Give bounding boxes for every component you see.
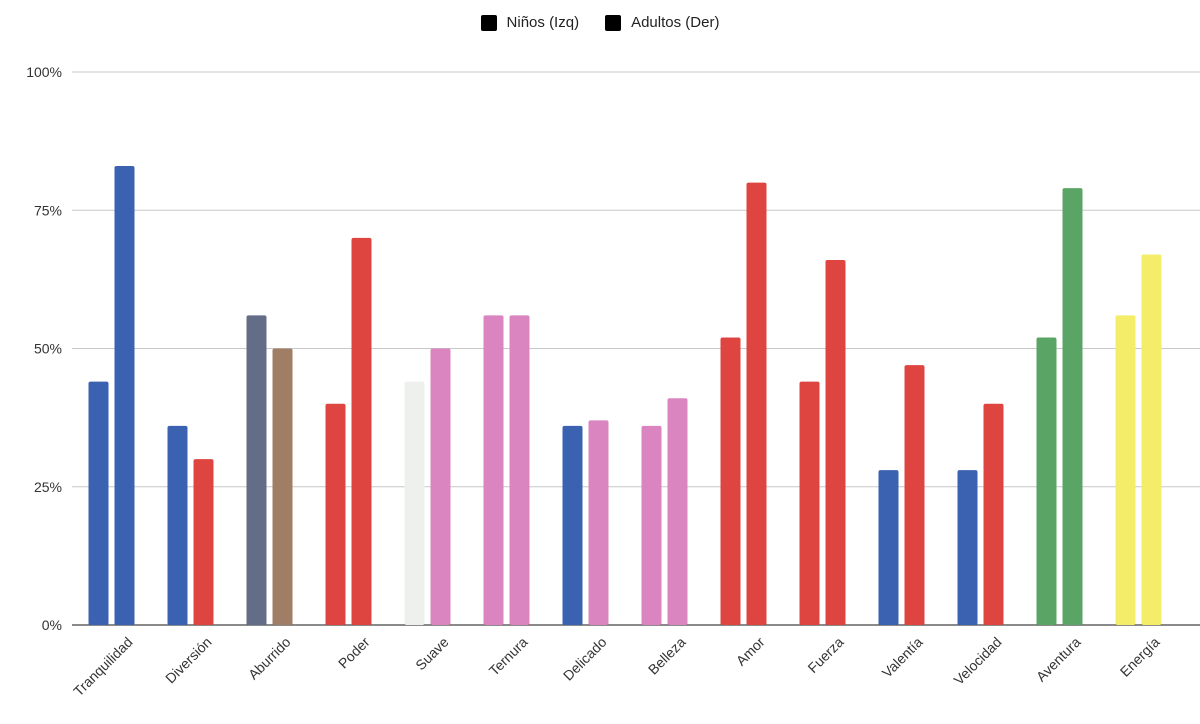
bar-ninos — [167, 425, 188, 625]
bar-adultos — [430, 348, 451, 625]
legend-label-ninos: Niños (Izq) — [506, 14, 580, 31]
bar-ninos — [562, 425, 583, 625]
x-tick-label: Aburrido — [245, 634, 294, 683]
x-tick-label: Fuerza — [804, 634, 846, 676]
bar-adultos — [825, 260, 846, 625]
bar-adultos — [272, 348, 293, 625]
x-tick-label: Aventura — [1033, 634, 1084, 685]
x-tick-label: Tranquilidad — [70, 634, 135, 699]
x-tick-label: Suave — [412, 634, 452, 674]
bar-ninos — [878, 470, 899, 625]
y-tick-label: 25% — [34, 479, 62, 495]
legend-item-ninos: Niños (Izq) — [480, 14, 580, 31]
bar-ninos — [720, 337, 741, 625]
x-tick-label: Delicado — [560, 634, 610, 684]
legend-item-adultos: Adultos (Der) — [605, 14, 719, 31]
legend-swatch-ninos — [480, 14, 497, 31]
bar-ninos — [325, 403, 346, 625]
bar-ninos — [404, 381, 425, 625]
bar-adultos — [1062, 188, 1083, 625]
bar-ninos — [483, 315, 504, 625]
bar-adultos — [667, 398, 688, 625]
x-tick-label: Ternura — [486, 634, 531, 679]
x-tick-label: Amor — [733, 634, 768, 669]
bar-ninos — [1036, 337, 1057, 625]
bar-ninos — [246, 315, 267, 625]
x-tick-label: Belleza — [645, 634, 689, 678]
bar-adultos — [193, 459, 214, 625]
bar-ninos — [799, 381, 820, 625]
bar-adultos — [114, 166, 135, 625]
bar-adultos — [351, 237, 372, 625]
bar-ninos — [1115, 315, 1136, 625]
bar-adultos — [588, 420, 609, 625]
legend-label-adultos: Adultos (Der) — [631, 14, 720, 31]
bar-ninos — [88, 381, 109, 625]
bar-adultos — [904, 365, 925, 625]
y-tick-label: 75% — [34, 202, 62, 218]
bar-ninos — [957, 470, 978, 625]
x-tick-label: Velocidad — [950, 634, 1004, 688]
x-tick-label: Energía — [1117, 634, 1163, 680]
x-tick-label: Diversión — [162, 634, 215, 687]
bar-adultos — [983, 403, 1004, 625]
x-tick-label: Valentía — [879, 634, 926, 681]
bar-ninos — [641, 425, 662, 625]
bar-adultos — [509, 315, 530, 625]
bar-adultos — [746, 182, 767, 625]
y-tick-label: 50% — [34, 341, 62, 357]
bar-adultos — [1141, 254, 1162, 626]
y-tick-label: 0% — [42, 617, 62, 633]
x-tick-label: Poder — [335, 634, 373, 672]
legend: Niños (Izq) Adultos (Der) — [0, 14, 1200, 31]
y-tick-label: 100% — [26, 64, 62, 80]
legend-swatch-adultos — [605, 14, 622, 31]
